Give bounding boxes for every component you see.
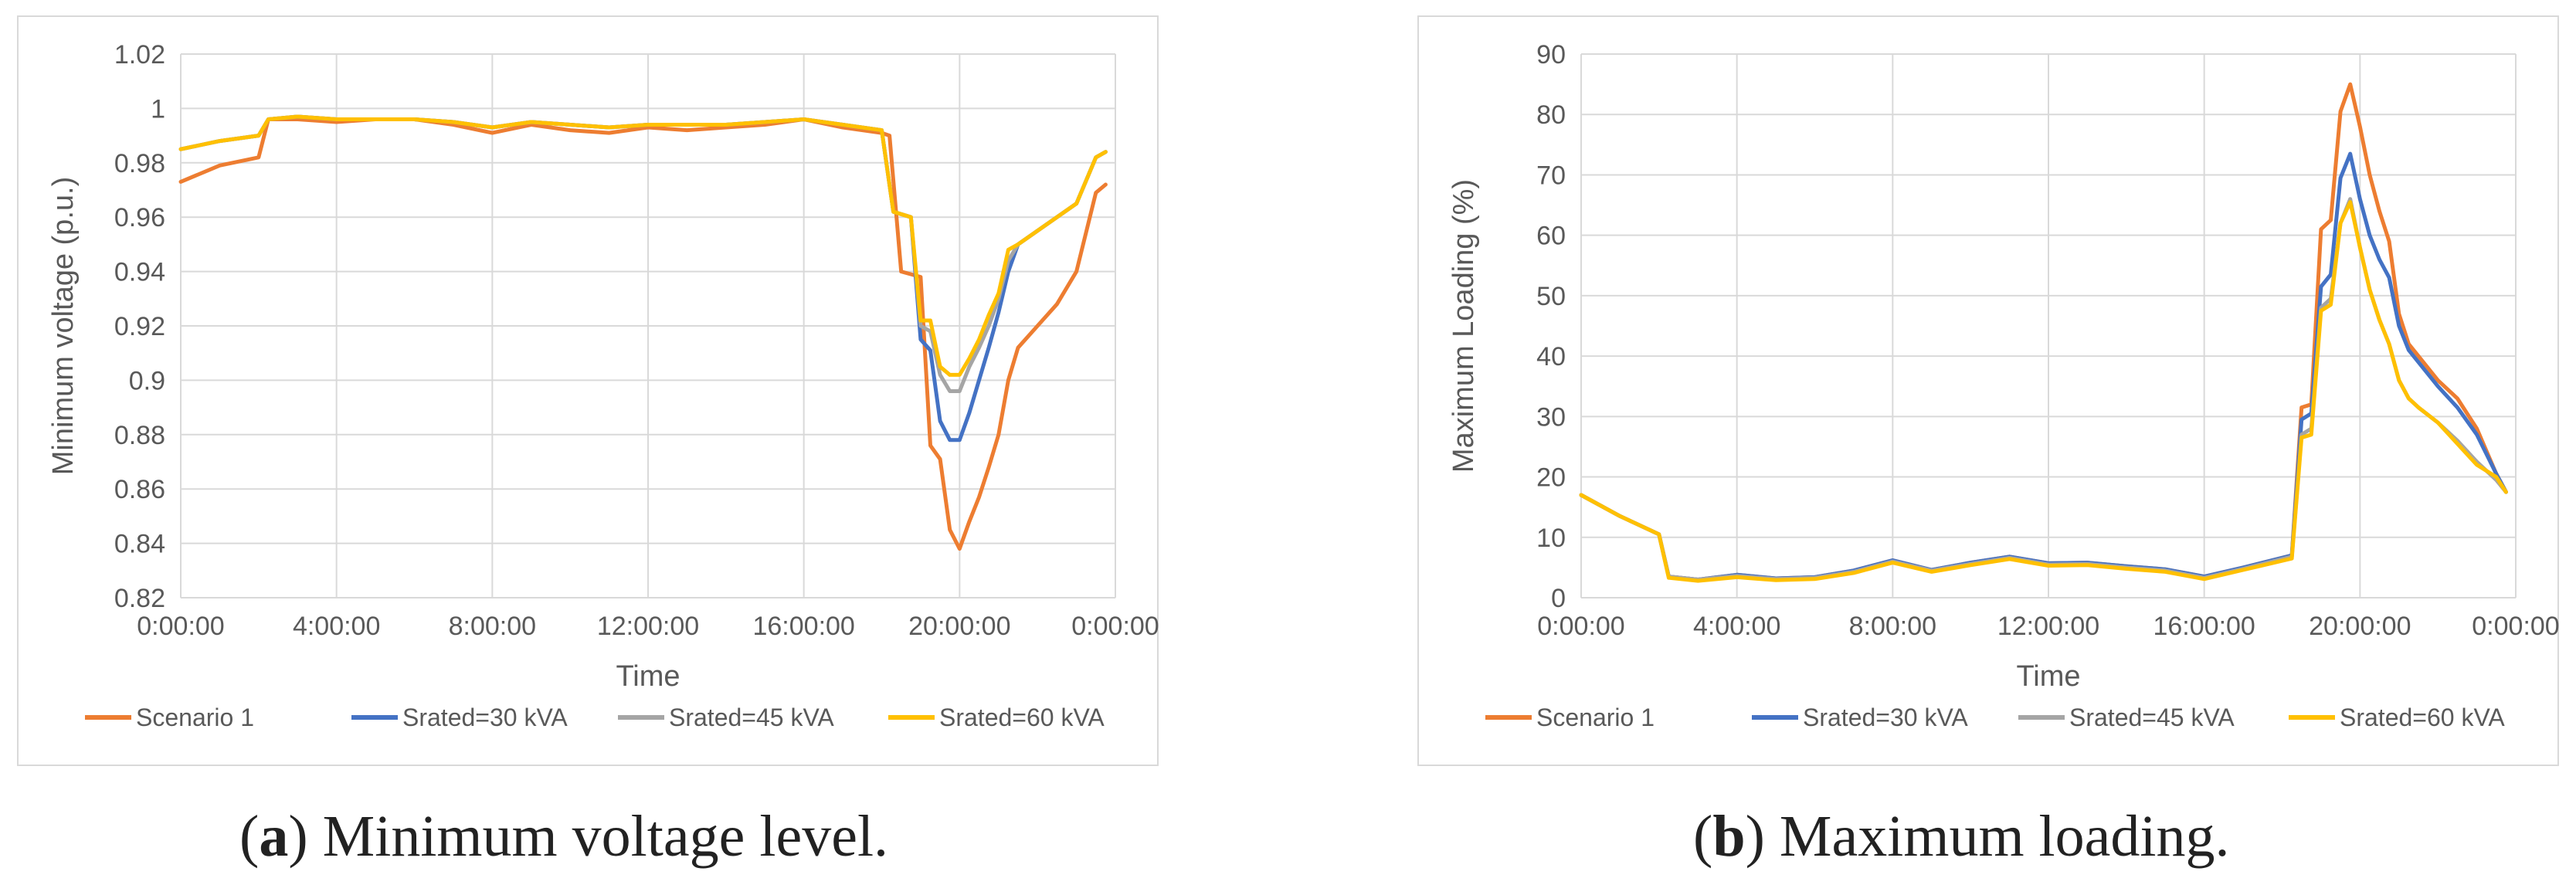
x-axis-title: Time [616,660,680,693]
legend-label: Srated=30 kVA [402,704,568,731]
series-line-scenario-1 [1579,82,2508,582]
legend-label: Srated=30 kVA [1803,704,1968,731]
series-line-srated-60-kva [178,114,1108,377]
y-tick-label: 0.9 [129,366,165,395]
x-tick-label: 0:00:00 [2472,612,2559,641]
series-line-srated-45-kva [1579,197,2508,582]
x-tick-label: 8:00:00 [449,612,536,641]
legend-label: Scenario 1 [1536,704,1655,731]
legend-label: Srated=60 kVA [939,704,1105,731]
x-tick-label: 0:00:00 [1537,612,1624,641]
y-tick-label: 0.92 [114,312,165,341]
y-tick-label: 0.94 [114,258,165,287]
y-tick-label: 0.86 [114,475,165,504]
y-tick-label: 50 [1536,282,1566,311]
y-tick-label: 60 [1536,222,1566,251]
x-tick-label: 0:00:00 [1071,612,1159,641]
x-tick-label: 16:00:00 [2153,612,2255,641]
chart-panel-a: 0.82 0.84 0.86 0.88 0.9 0.92 0.94 0.96 0.98 1 1.02… [17,15,1159,766]
x-tick-label: 20:00:00 [908,612,1010,641]
y-tick-label: 70 [1536,161,1566,190]
y-tick-label: 0.96 [114,203,165,232]
y-tick-label: 10 [1536,524,1566,553]
x-tick-label: 12:00:00 [1997,612,2099,641]
y-tick-label: 40 [1536,342,1566,371]
y-tick-label: 30 [1536,402,1566,432]
y-tick-label: 90 [1536,40,1566,70]
y-tick-label: 0.98 [114,149,165,178]
y-tick-label: 80 [1536,100,1566,130]
legend-label: Srated=45 kVA [669,704,834,731]
x-tick-label: 0:00:00 [137,612,224,641]
series-line-srated-60-kva [1579,200,2508,583]
chart-panel-b: 0 10 20 30 40 50 60 70 80 90 0:00:00 4:00:00 8:00:00… [1417,15,2560,766]
legend-label: Srated=60 kVA [2340,704,2505,731]
series-line-scenario-1 [178,117,1108,551]
x-tick-label: 4:00:00 [293,612,380,641]
series-line-srated-30-kva [178,114,1108,442]
caption-a: (a) Minimum voltage level. [239,804,889,869]
y-tick-label: 0.82 [114,584,165,613]
x-tick-label: 4:00:00 [1693,612,1780,641]
y-tick-label: 20 [1536,463,1566,493]
legend-label: Srated=45 kVA [2069,704,2235,731]
x-tick-label: 16:00:00 [752,612,854,641]
y-axis-title: Maximum Loading (%) [1448,179,1480,473]
y-tick-label: 0 [1551,584,1566,613]
x-axis-title: Time [2016,660,2080,693]
y-tick-label: 1.02 [114,40,165,70]
y-tick-label: 0.84 [114,530,165,559]
legend-label: Scenario 1 [136,704,254,731]
x-tick-label: 20:00:00 [2309,612,2411,641]
y-tick-label: 1 [151,94,165,124]
x-tick-label: 8:00:00 [1849,612,1936,641]
chart-b-svg: 0 10 20 30 40 50 60 70 80 90 0:00:00 4:00:00 8:00:00… [1448,40,2560,731]
x-tick-label: 12:00:00 [597,612,699,641]
y-tick-label: 0.88 [114,421,165,450]
y-axis-title: Minimum voltage (p.u.) [47,177,80,475]
series-line-srated-30-kva [1579,151,2508,582]
series-line-srated-45-kva [178,114,1108,393]
caption-b: (b) Maximum loading. [1693,804,2230,869]
chart-a-svg: 0.82 0.84 0.86 0.88 0.9 0.92 0.94 0.96 0.98 1 1.02… [47,40,1159,731]
